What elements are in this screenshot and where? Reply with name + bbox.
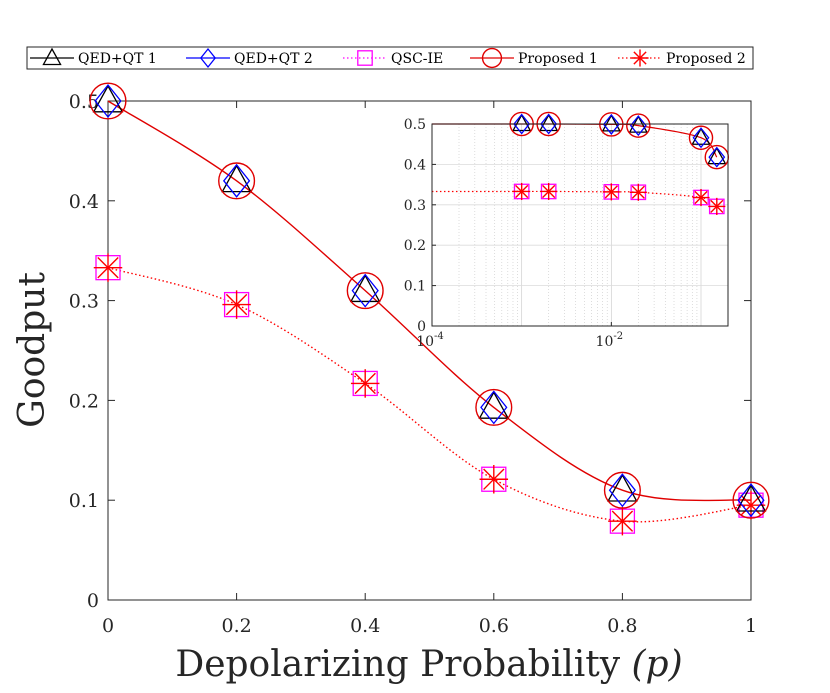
data-point-qed-qt-1 bbox=[478, 391, 510, 419]
x-axis-label: Depolarizing Probability (p) bbox=[175, 644, 682, 685]
data-point-proposed-2 bbox=[93, 253, 123, 282]
data-point-qed-qt-1 bbox=[92, 84, 124, 113]
legend-marker-square bbox=[357, 50, 373, 66]
inset-data-point-qed-qt-2 bbox=[692, 127, 710, 149]
legend-label: QED+QT 1 bbox=[78, 51, 157, 67]
legend-marker-asterisk bbox=[631, 49, 649, 67]
inset-y-tick-label: 0.1 bbox=[404, 279, 426, 295]
data-point-qed-qt-1 bbox=[735, 483, 767, 512]
legend-items: QED+QT 1 QED+QT 2 QSC-IE Proposed 1 Proposed… bbox=[30, 47, 746, 69]
data-point-proposed-2 bbox=[479, 464, 509, 494]
data-point-qed-qt-2 bbox=[222, 163, 251, 198]
data-point-qed-qt-1 bbox=[607, 473, 638, 502]
data-point-qed-qt-2 bbox=[737, 483, 765, 518]
data-point-proposed-1 bbox=[475, 388, 513, 426]
inset-x-tick-label: 10-4 bbox=[416, 331, 444, 350]
legend bbox=[26, 46, 754, 70]
legend-marker-circle bbox=[481, 47, 503, 69]
inset-data-point-qed-qt-1 bbox=[539, 113, 559, 132]
data-point-proposed-1 bbox=[732, 481, 770, 519]
inset-data-point-qed-qt-1 bbox=[601, 114, 621, 132]
x-tick-label: 1 bbox=[745, 615, 757, 637]
data-point-qed-qt-2 bbox=[94, 83, 122, 119]
legend-label: Proposed 1 bbox=[518, 51, 598, 67]
inset-data-point-proposed-2 bbox=[629, 183, 647, 201]
legend-label: QSC-IE bbox=[391, 51, 443, 67]
data-point-proposed-1 bbox=[346, 272, 384, 310]
inset-data-point-qed-qt-2 bbox=[708, 146, 726, 168]
y-tick-label: 0.4 bbox=[69, 191, 99, 213]
x-axis-label-text: Depolarizing Probability bbox=[175, 644, 631, 685]
data-point-proposed-1 bbox=[603, 471, 641, 509]
data-point-proposed-1 bbox=[218, 162, 256, 200]
x-axis-label-var: (p) bbox=[632, 644, 683, 685]
inset-data-point-qed-qt-2 bbox=[629, 115, 647, 137]
legend-marker-triangle bbox=[42, 47, 62, 66]
y-tick-label: 0 bbox=[87, 590, 99, 612]
legend-marker-diamond bbox=[199, 47, 217, 69]
data-point-proposed-1 bbox=[89, 82, 127, 120]
inset-markers bbox=[509, 111, 730, 215]
data-point-qed-qt-2 bbox=[608, 473, 637, 508]
inset-y-tick-label: 0.5 bbox=[404, 117, 426, 133]
inset-y-tick-label: 0.4 bbox=[404, 157, 426, 173]
inset-data-point-qed-qt-2 bbox=[540, 113, 558, 135]
legend-item-qed-qt-1: QED+QT 1 bbox=[30, 47, 157, 67]
inset-data-point-qed-qt-1 bbox=[512, 113, 532, 132]
inset-y-tick-label: 0.3 bbox=[404, 198, 426, 214]
inset-data-point-proposed-2 bbox=[540, 182, 558, 201]
legend-label: Proposed 2 bbox=[666, 51, 746, 67]
legend-label: QED+QT 2 bbox=[234, 51, 313, 67]
data-point-qed-qt-2 bbox=[480, 390, 508, 425]
data-point-proposed-2 bbox=[222, 290, 251, 319]
x-tick-label: 0.8 bbox=[607, 615, 637, 637]
inset-ticks: 0 0.1 0.2 0.3 0.4 0.5 10-4 10-2 bbox=[404, 117, 623, 350]
legend-item-proposed-2: Proposed 2 bbox=[618, 49, 746, 67]
inset-y-tick-label: 0.2 bbox=[404, 238, 426, 254]
y-tick-label: 0.1 bbox=[69, 490, 99, 512]
inset-data-point-proposed-2 bbox=[708, 197, 726, 215]
inset-y-tick-label: 0 bbox=[417, 319, 426, 335]
legend-item-proposed-1: Proposed 1 bbox=[470, 47, 598, 69]
data-point-qed-qt-2 bbox=[351, 273, 379, 308]
x-tick-label: 0.6 bbox=[479, 615, 509, 637]
data-point-qed-qt-1 bbox=[221, 164, 252, 193]
data-point-proposed-2 bbox=[608, 506, 637, 536]
inset-plot-area bbox=[431, 123, 729, 327]
y-axis-label: Goodput bbox=[12, 272, 53, 428]
inset-data-point-qed-qt-1 bbox=[707, 146, 727, 165]
inset-frame bbox=[431, 123, 729, 327]
inset-data-point-qed-qt-2 bbox=[602, 113, 620, 135]
y-tick-label: 0.3 bbox=[69, 291, 99, 313]
y-tick-label: 0.2 bbox=[69, 390, 99, 412]
x-tick-label: 0 bbox=[102, 615, 114, 637]
legend-item-qsc-ie: QSC-IE bbox=[343, 50, 443, 67]
legend-item-qed-qt-2: QED+QT 2 bbox=[186, 47, 313, 69]
main-ticks: 0 0.2 0.4 0.6 0.8 1 0 0.1 0.2 0.3 0.4 0.5 bbox=[69, 91, 757, 637]
x-tick-label: 0.2 bbox=[221, 615, 251, 637]
inset-data-point-proposed-1 bbox=[688, 125, 714, 150]
main-markers bbox=[89, 82, 770, 536]
inset-x-tick-label: 10-2 bbox=[596, 331, 624, 350]
inset-data-point-proposed-1 bbox=[626, 113, 651, 138]
inset-data-point-qed-qt-2 bbox=[513, 113, 531, 135]
x-tick-label: 0.4 bbox=[350, 615, 380, 637]
inset-data-point-proposed-2 bbox=[513, 182, 531, 201]
data-point-qed-qt-1 bbox=[349, 274, 381, 303]
series-line-proposed-1 bbox=[107, 100, 752, 502]
inset-data-point-proposed-2 bbox=[692, 188, 710, 207]
inset-data-point-qed-qt-1 bbox=[691, 127, 711, 145]
data-point-proposed-2 bbox=[350, 369, 380, 398]
inset-data-point-proposed-2 bbox=[602, 183, 620, 201]
